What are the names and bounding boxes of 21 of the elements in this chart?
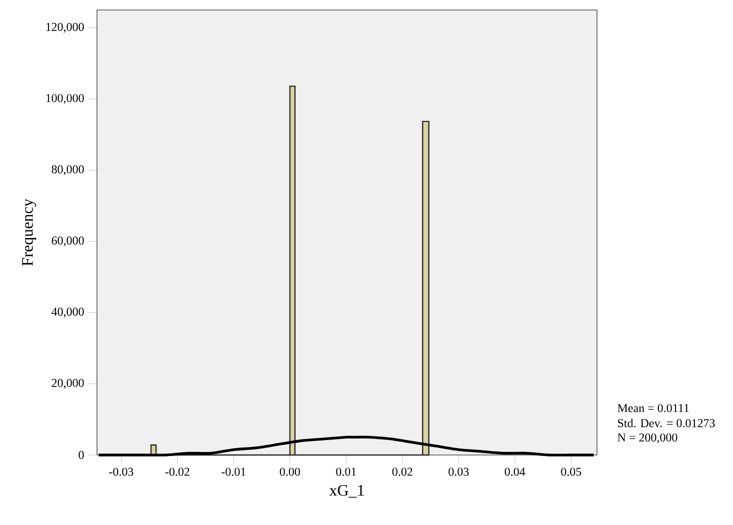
y-tick-label: 80,000 [52, 165, 84, 176]
x-tick-label: 0.02 [392, 468, 412, 476]
x-tick-label: 0.00 [280, 468, 300, 476]
x-tick-label: 0.01 [336, 468, 356, 476]
y-tick-label: 40,000 [52, 308, 84, 318]
y-axis-title: Frequency [22, 198, 36, 266]
x-tick-label: -0.02 [165, 468, 190, 476]
x-tick-label: -0.03 [109, 468, 134, 476]
y-tick-label: 100,000 [46, 94, 84, 104]
x-tick-label: 0.04 [504, 468, 526, 476]
text: N = 200,000 [618, 433, 678, 444]
x-tick-label: -0.01 [222, 468, 246, 476]
x-tick-label: 0.03 [448, 468, 469, 476]
x-axis-title: xG_1 [329, 484, 364, 498]
y-tick-label: 20,000 [52, 378, 84, 389]
text: Mean = 0.0111 [618, 404, 689, 412]
text: Std. Dev. = 0.01273 [618, 418, 715, 428]
y-tick-label: 60,000 [52, 236, 84, 246]
y-tick-label: 120,000 [46, 22, 84, 33]
y-tick-label: 0 [78, 450, 84, 460]
x-tick-label: 0.05 [561, 468, 582, 476]
